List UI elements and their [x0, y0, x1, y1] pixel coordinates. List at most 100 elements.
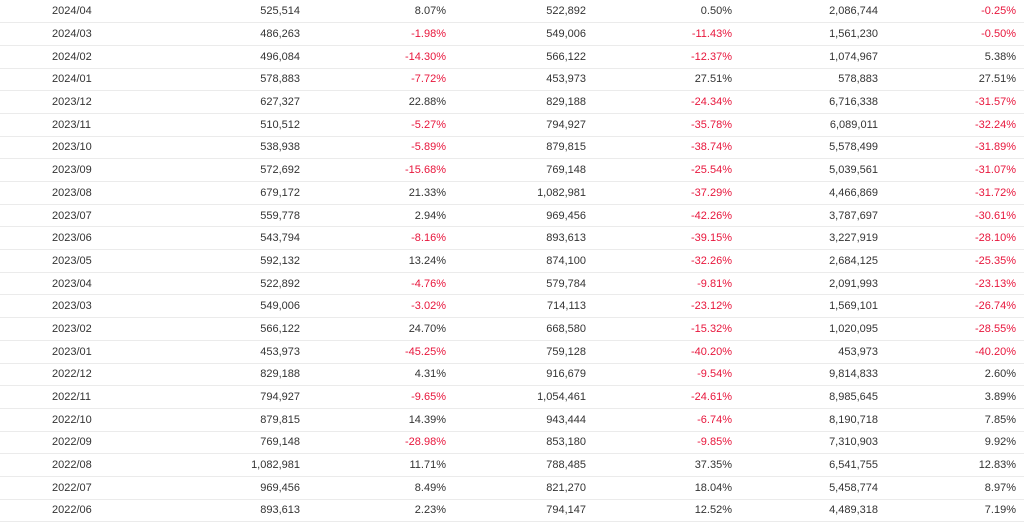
cumulative-cell: 1,074,967: [740, 45, 886, 69]
month-cell: 2022/06: [0, 499, 150, 522]
change-a-cell: 2.94%: [308, 204, 454, 228]
value-b-cell: 794,927: [454, 113, 594, 137]
change-a-cell: 8.49%: [308, 476, 454, 500]
value-a-cell: 879,815: [150, 408, 308, 432]
cumulative-cell: 5,039,561: [740, 158, 886, 182]
change-b-cell: 18.04%: [594, 476, 740, 500]
value-a-cell: 969,456: [150, 476, 308, 500]
cumulative-change-cell: 9.92%: [886, 431, 1024, 455]
month-cell: 2022/09: [0, 431, 150, 455]
table-row: 2024/03 486,263 -1.98% 549,006 -11.43% 1,561,…: [0, 22, 1024, 46]
cumulative-change-cell: -40.20%: [886, 340, 1024, 364]
change-a-cell: -9.65%: [308, 385, 454, 409]
change-a-cell: -3.02%: [308, 294, 454, 319]
month-cell: 2023/11: [0, 113, 150, 137]
cumulative-cell: 5,458,774: [740, 476, 886, 500]
table-row: 2022/07 969,456 8.49% 821,270 18.04% 5,458,77…: [0, 476, 1024, 500]
month-cell: 2023/06: [0, 226, 150, 251]
table-row: 2023/05 592,132 13.24% 874,100 -32.26% 2,684,…: [0, 249, 1024, 273]
cumulative-change-cell: -31.07%: [886, 158, 1024, 182]
change-b-cell: -12.37%: [594, 45, 740, 69]
value-a-cell: 829,188: [150, 363, 308, 387]
change-a-cell: 2.23%: [308, 499, 454, 522]
table-row: 2023/02 566,122 24.70% 668,580 -15.32% 1,020,…: [0, 317, 1024, 341]
value-a-cell: 525,514: [150, 0, 308, 24]
value-a-cell: 559,778: [150, 204, 308, 228]
cumulative-cell: 1,020,095: [740, 317, 886, 341]
month-cell: 2022/12: [0, 363, 150, 387]
table-row: 2023/09 572,692 -15.68% 769,148 -25.54% 5,039…: [0, 158, 1024, 182]
cumulative-cell: 7,310,903: [740, 431, 886, 455]
month-cell: 2024/03: [0, 22, 150, 46]
table-row: 2023/04 522,892 -4.76% 579,784 -9.81% 2,091,9…: [0, 272, 1024, 296]
change-a-cell: 21.33%: [308, 181, 454, 205]
change-b-cell: -40.20%: [594, 340, 740, 364]
cumulative-cell: 8,190,718: [740, 408, 886, 432]
value-a-cell: 543,794: [150, 226, 308, 251]
cumulative-change-cell: -31.72%: [886, 181, 1024, 205]
month-cell: 2023/10: [0, 136, 150, 160]
cumulative-cell: 2,086,744: [740, 0, 886, 24]
table-row: 2023/06 543,794 -8.16% 893,613 -39.15% 3,227,…: [0, 226, 1024, 251]
value-b-cell: 879,815: [454, 136, 594, 160]
value-a-cell: 1,082,981: [150, 453, 308, 477]
month-cell: 2023/07: [0, 204, 150, 228]
cumulative-cell: 578,883: [740, 68, 886, 92]
value-a-cell: 794,927: [150, 385, 308, 409]
value-b-cell: 916,679: [454, 363, 594, 387]
cumulative-cell: 9,814,833: [740, 363, 886, 387]
cumulative-change-cell: 12.83%: [886, 453, 1024, 477]
table-row: 2022/12 829,188 4.31% 916,679 -9.54% 9,814,83…: [0, 363, 1024, 387]
change-b-cell: -38.74%: [594, 136, 740, 160]
change-b-cell: -9.85%: [594, 431, 740, 455]
cumulative-change-cell: -31.57%: [886, 90, 1024, 114]
cumulative-cell: 8,985,645: [740, 385, 886, 409]
change-b-cell: -9.54%: [594, 363, 740, 387]
cumulative-cell: 1,569,101: [740, 294, 886, 319]
value-a-cell: 572,692: [150, 158, 308, 182]
value-b-cell: 759,128: [454, 340, 594, 364]
month-cell: 2024/01: [0, 68, 150, 92]
value-a-cell: 566,122: [150, 317, 308, 341]
month-cell: 2024/02: [0, 45, 150, 69]
table-row: 2023/12 627,327 22.88% 829,188 -24.34% 6,716,…: [0, 90, 1024, 114]
change-b-cell: -6.74%: [594, 408, 740, 432]
change-b-cell: -24.61%: [594, 385, 740, 409]
change-b-cell: 0.50%: [594, 0, 740, 24]
cumulative-cell: 4,489,318: [740, 499, 886, 522]
table-row: 2022/08 1,082,981 11.71% 788,485 37.35% 6,541…: [0, 453, 1024, 477]
cumulative-change-cell: 27.51%: [886, 68, 1024, 92]
cumulative-cell: 6,089,011: [740, 113, 886, 137]
value-b-cell: 821,270: [454, 476, 594, 500]
table-row: 2022/06 893,613 2.23% 794,147 12.52% 4,489,31…: [0, 499, 1024, 522]
change-a-cell: 14.39%: [308, 408, 454, 432]
cumulative-cell: 5,578,499: [740, 136, 886, 160]
table-row: 2022/09 769,148 -28.98% 853,180 -9.85% 7,310,…: [0, 431, 1024, 455]
change-b-cell: -32.26%: [594, 249, 740, 273]
cumulative-change-cell: 5.38%: [886, 45, 1024, 69]
change-b-cell: 27.51%: [594, 68, 740, 92]
value-b-cell: 794,147: [454, 499, 594, 522]
table-row: 2023/07 559,778 2.94% 969,456 -42.26% 3,787,6…: [0, 204, 1024, 228]
value-b-cell: 522,892: [454, 0, 594, 24]
change-a-cell: -4.76%: [308, 272, 454, 296]
change-a-cell: 11.71%: [308, 453, 454, 477]
value-a-cell: 510,512: [150, 113, 308, 137]
cumulative-change-cell: 2.60%: [886, 363, 1024, 387]
cumulative-change-cell: -26.74%: [886, 294, 1024, 319]
value-a-cell: 679,172: [150, 181, 308, 205]
cumulative-cell: 2,684,125: [740, 249, 886, 273]
value-a-cell: 522,892: [150, 272, 308, 296]
cumulative-cell: 4,466,869: [740, 181, 886, 205]
cumulative-change-cell: 7.19%: [886, 499, 1024, 522]
cumulative-change-cell: 8.97%: [886, 476, 1024, 500]
value-b-cell: 874,100: [454, 249, 594, 273]
change-a-cell: -14.30%: [308, 45, 454, 69]
month-cell: 2023/12: [0, 90, 150, 114]
change-b-cell: -9.81%: [594, 272, 740, 296]
month-cell: 2023/02: [0, 317, 150, 341]
cumulative-cell: 6,541,755: [740, 453, 886, 477]
value-b-cell: 714,113: [454, 294, 594, 319]
value-b-cell: 579,784: [454, 272, 594, 296]
